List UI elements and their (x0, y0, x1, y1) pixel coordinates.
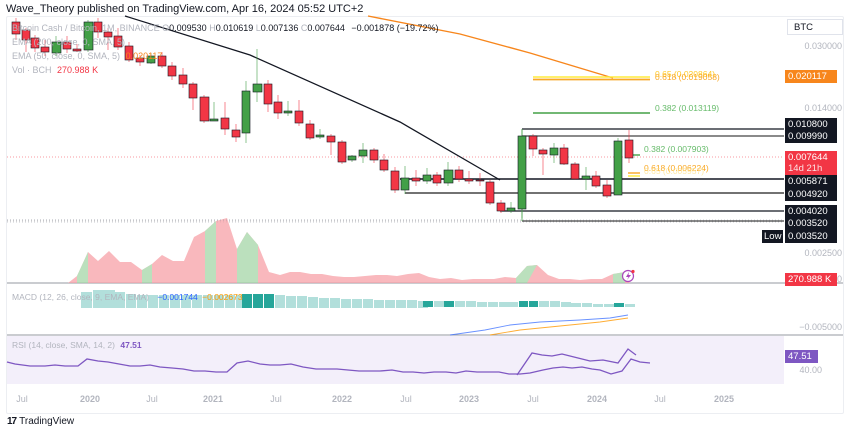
symbol-name[interactable]: Bitcoin Cash / Bitcoin (12, 23, 98, 33)
rsi-line (6, 358, 651, 375)
chart-frame[interactable] (6, 16, 844, 414)
publish-info: Wave_Theory published on TradingView.com… (6, 3, 364, 15)
close-value: 0.007644 (307, 23, 345, 33)
low-label-tag: Low (762, 230, 783, 243)
volume-area (7, 218, 630, 283)
tradingview-logo-icon: 17 (7, 416, 17, 427)
signal-value: −0.002673 (202, 292, 243, 302)
flash-alert-icon[interactable] (621, 269, 635, 283)
level-tag-0108: 0.010800 (785, 118, 837, 131)
ema200-legend[interactable]: EMA (200, close, 0, SMA, 5) (12, 37, 126, 47)
level-tag-00999: 0.009990 (785, 130, 837, 143)
fib-label-065-lower: 0.65 (0.005957) (644, 166, 705, 176)
ema50-value: 0.020117 (125, 51, 163, 61)
tick-0014: 0.014000 (804, 103, 842, 113)
macd-legend[interactable]: MACD (12, 26, close, 9, EMA, EMA) −0.001… (12, 292, 243, 302)
fib-label-0382-lower: 0.382 (0.007903) (644, 144, 709, 154)
volume-tag: 270.988 K (785, 273, 837, 286)
ema50-legend[interactable]: EMA (50, close, 0, SMA, 5) 0.020117 (12, 51, 163, 61)
rsi-tick-40: 40.00 (799, 365, 822, 375)
tick-neg0005: −0.005000 (799, 322, 842, 332)
high-value: 0.010619 (215, 23, 254, 33)
open-value: 0.009530 (169, 23, 207, 33)
candles (11, 18, 634, 218)
signal-line (489, 317, 629, 336)
level-tag-000402: 0.004020 (785, 205, 837, 218)
volume-value: 270.988 K (57, 65, 99, 75)
ema200-line (367, 15, 614, 79)
candle-countdown: 14d 21h (788, 163, 823, 174)
level-tag-0005871: 0.005871 (785, 175, 837, 188)
exchange: BINANCE (119, 23, 160, 33)
change-value: −0.001878 (−19.72%) (351, 23, 439, 33)
rsi-band (7, 336, 784, 384)
volume-legend[interactable]: Vol · BCH 270.988 K (12, 65, 99, 75)
low-value: 0.007136 (260, 23, 299, 33)
level-tag-000492: 0.004920 (785, 188, 837, 201)
tick-00025: 0.002500 (804, 248, 842, 258)
fib-label-0618-upper: 0.618 (0.019058) (655, 72, 720, 82)
rsi-legend[interactable]: RSI (14, close, SMA, 14, 2) 47.51 (12, 340, 142, 350)
fib-label-0618-lower: 0.618 (0.006224) (644, 163, 709, 173)
fib-label-0382-upper: 0.382 (0.013119) (655, 103, 720, 113)
ema-price-tag: 0.020117 (785, 70, 837, 83)
fib-label-065-upper: 0.65 (0.020864) (655, 69, 716, 79)
currency-selector[interactable]: BTC (787, 19, 843, 35)
macd-line (449, 314, 629, 336)
macd-value: −0.001744 (157, 292, 198, 302)
symbol-legend[interactable]: Bitcoin Cash / Bitcoin, 1M, BINANCE O0.0… (12, 23, 439, 33)
interval[interactable]: 1M (102, 23, 115, 33)
current-price-tag: 0.007644 14d 21h (785, 151, 837, 175)
tradingview-brand: 17 TradingView (7, 416, 75, 427)
low-value-tag: 0.003520 (785, 230, 837, 243)
rsi-value: 47.51 (120, 340, 142, 350)
level-tag-000352: 0.003520 (785, 217, 837, 230)
tick-0030: 0.030000 (804, 41, 842, 51)
trendline (124, 15, 501, 181)
rsi-value-tag: 47.51 (785, 350, 818, 363)
